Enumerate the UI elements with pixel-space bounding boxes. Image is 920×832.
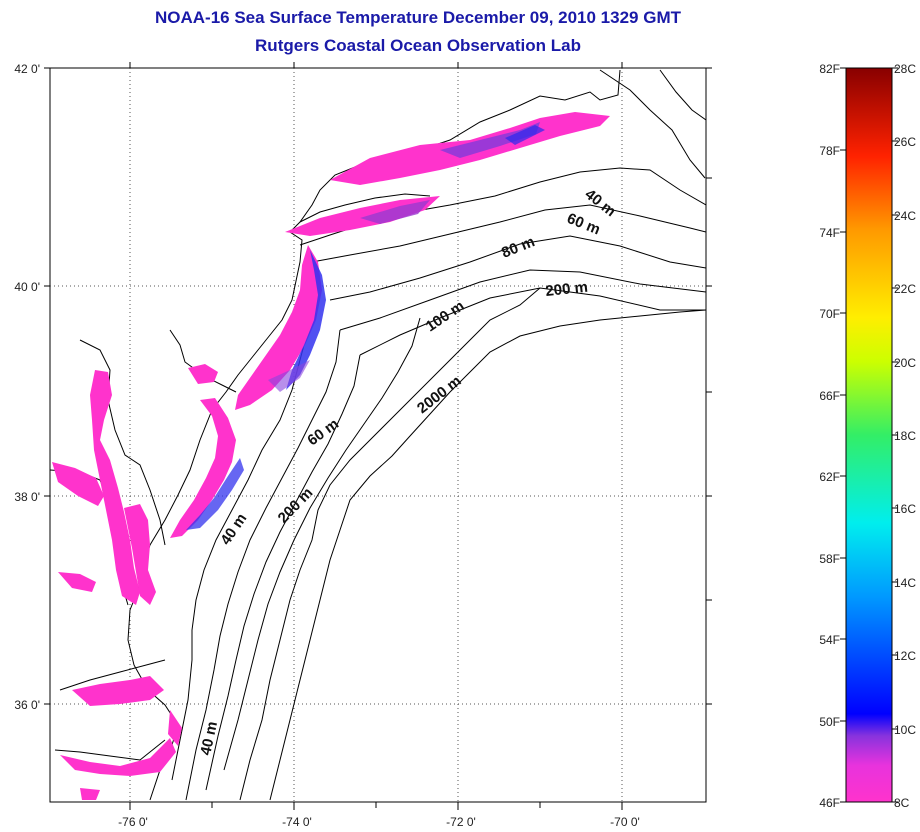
isobath-label: 40 m [197,720,221,757]
colorbar-f-label: 50F [819,715,840,729]
lat-label: 36 0' [14,698,40,712]
colorbar: 82F 78F 74F 70F 66F 62F 58F 54F 50F 46F … [819,62,916,810]
lon-label: -74 0' [282,815,312,829]
colorbar-c-label: 26C [894,135,916,149]
colorbar-f-label: 74F [819,226,840,240]
colorbar-c-label: 20C [894,356,916,370]
colorbar-f-label: 66F [819,389,840,403]
lat-label: 42 0' [14,62,40,76]
colorbar-f-label: 46F [819,796,840,810]
colorbar-f-label: 58F [819,552,840,566]
lat-label: 38 0' [14,490,40,504]
colorbar-f-label: 82F [819,62,840,76]
lon-label: -76 0' [118,815,148,829]
isobath-label: 200 m [545,279,589,300]
colorbar-c-label: 18C [894,429,916,443]
lat-label: 40 0' [14,280,40,294]
colorbar-c-label: 24C [894,209,916,223]
colorbar-c-label: 14C [894,576,916,590]
colorbar-c-label: 8C [894,796,910,810]
colorbar-f-label: 54F [819,633,840,647]
map-title: NOAA-16 Sea Surface Temperature December… [155,8,681,27]
latitude-labels: 42 0' 40 0' 38 0' 36 0' [14,62,40,712]
graticule [50,68,706,802]
colorbar-c-label: 28C [894,62,916,76]
axis-ticks [44,62,712,810]
colorbar-c-label: 12C [894,649,916,663]
lon-label: -70 0' [610,815,640,829]
colorbar-f-label: 78F [819,144,840,158]
map-subtitle: Rutgers Coastal Ocean Observation Lab [255,36,581,55]
longitude-labels: -76 0' -74 0' -72 0' -70 0' [118,815,640,829]
colorbar-gradient [845,67,893,803]
sst-data [52,112,610,800]
colorbar-f-label: 62F [819,470,840,484]
map-frame [49,67,707,803]
colorbar-c-label: 16C [894,502,916,516]
colorbar-c-label: 22C [894,282,916,296]
colorbar-f-label: 70F [819,307,840,321]
coastline [127,69,621,801]
colorbar-c-label: 10C [894,723,916,737]
lon-label: -72 0' [446,815,476,829]
